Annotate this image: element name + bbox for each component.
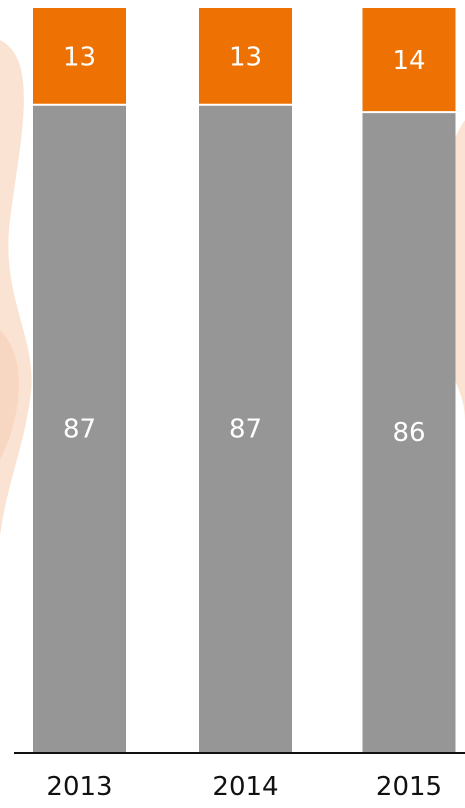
bar-segment-2014-upper bbox=[199, 8, 292, 105]
x-tick-label-2014: 2014 bbox=[212, 772, 278, 802]
x-tick-label-2013: 2013 bbox=[46, 772, 112, 802]
bar-segment-2013-upper bbox=[33, 8, 126, 105]
background-blob-left bbox=[0, 40, 32, 600]
data-label-2015-lower: 86 bbox=[392, 418, 425, 448]
data-label-2013-lower: 87 bbox=[63, 414, 96, 444]
data-label-2013-upper: 13 bbox=[63, 42, 96, 72]
bar-segment-2014-lower bbox=[199, 104, 292, 753]
background-blob-bottom-left bbox=[0, 330, 19, 460]
bar-segment-2013-lower bbox=[33, 104, 126, 753]
x-tick-label-2015: 2015 bbox=[376, 772, 442, 802]
data-label-2014-upper: 13 bbox=[229, 42, 262, 72]
data-label-2015-upper: 14 bbox=[392, 46, 425, 76]
bar-segment-2015-upper bbox=[362, 8, 456, 113]
bar-segment-2015-lower bbox=[362, 112, 456, 752]
data-label-2014-lower: 87 bbox=[229, 414, 262, 444]
